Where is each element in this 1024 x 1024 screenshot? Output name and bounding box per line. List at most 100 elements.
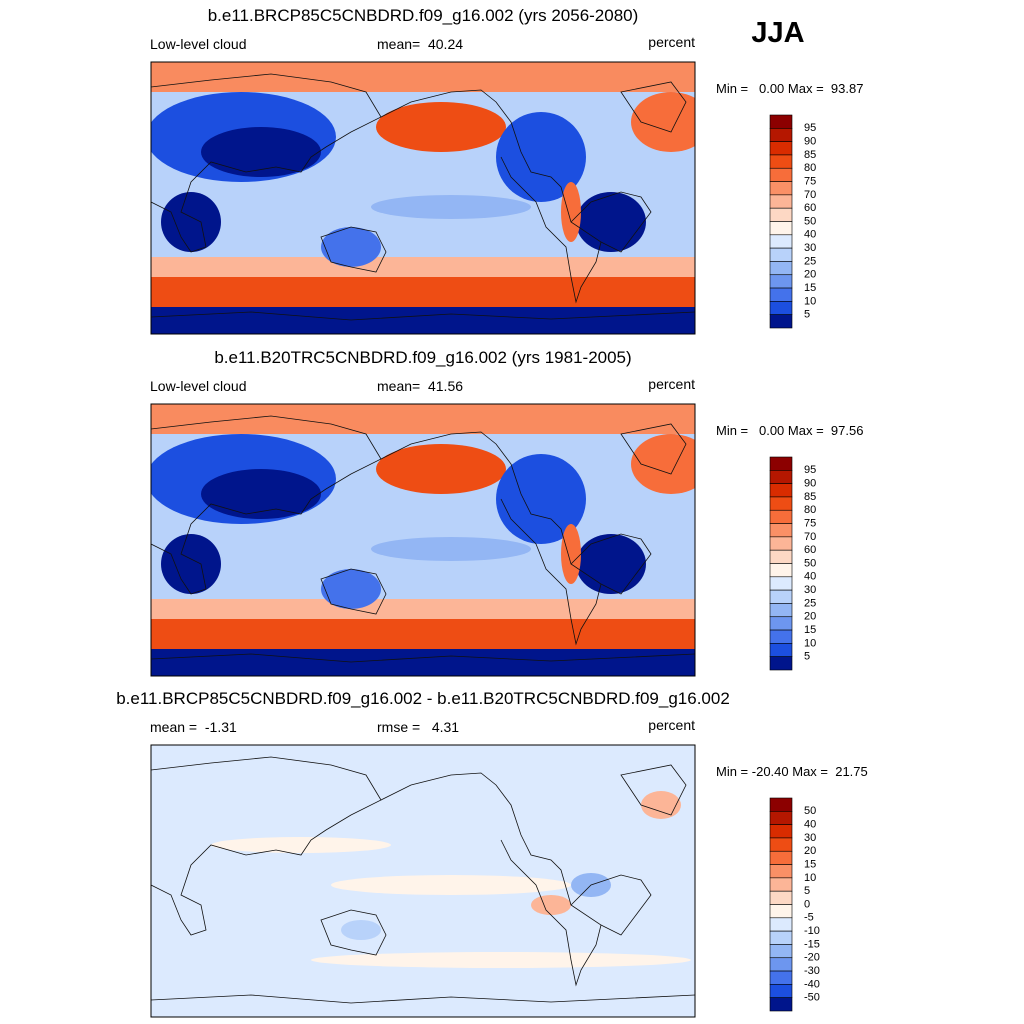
colorbar-box bbox=[769, 181, 793, 196]
center-label: mean= 41.56 bbox=[377, 378, 463, 394]
colorbar-box bbox=[769, 616, 793, 631]
colorbar-label: 15 bbox=[804, 282, 816, 294]
colorbar-box bbox=[769, 984, 793, 998]
colorbar-label: 80 bbox=[804, 504, 816, 516]
map bbox=[150, 61, 696, 335]
colorbar-box bbox=[769, 890, 793, 905]
colorbar-label: 20 bbox=[804, 269, 816, 281]
units-label: percent bbox=[648, 717, 695, 733]
colorbar-label: 10 bbox=[804, 637, 816, 649]
units-label: percent bbox=[648, 34, 695, 50]
units-label: percent bbox=[648, 376, 695, 392]
colorbar-box bbox=[769, 970, 793, 985]
colorbar-label: 40 bbox=[804, 571, 816, 583]
colorbar-label: 50 bbox=[804, 557, 816, 569]
colorbar-box bbox=[769, 128, 793, 142]
colorbar-label: 25 bbox=[804, 255, 816, 267]
colorbar-box bbox=[769, 114, 793, 129]
colorbar-label: 50 bbox=[804, 805, 816, 817]
colorbar-box bbox=[769, 234, 793, 249]
colorbar-box bbox=[769, 957, 793, 972]
colorbar-label: 30 bbox=[804, 832, 816, 844]
colorbar-box bbox=[769, 549, 793, 564]
colorbar-label: -30 bbox=[804, 965, 820, 977]
colorbar-label: 30 bbox=[804, 242, 816, 254]
colorbar-label: 25 bbox=[804, 597, 816, 609]
colorbar-box bbox=[769, 470, 793, 484]
colorbar-box bbox=[769, 563, 793, 578]
colorbar-box bbox=[769, 904, 793, 919]
colorbar-box bbox=[769, 483, 793, 498]
panel-title: b.e11.B20TRC5CNBDRD.f09_g16.002 (yrs 198… bbox=[214, 348, 631, 367]
colorbar-label: -20 bbox=[804, 952, 820, 964]
colorbar-box bbox=[769, 824, 793, 839]
colorbar-label: 5 bbox=[804, 651, 810, 663]
colorbar-box bbox=[769, 207, 793, 222]
colorbar-label: 20 bbox=[804, 611, 816, 623]
panel-title: b.e11.BRCP85C5CNBDRD.f09_g16.002 - b.e11… bbox=[116, 689, 730, 708]
colorbar-box bbox=[769, 523, 793, 538]
colorbar-label: 10 bbox=[804, 872, 816, 884]
colorbar-label: 70 bbox=[804, 189, 816, 201]
colorbar-box bbox=[769, 274, 793, 289]
colorbar-label: 60 bbox=[804, 544, 816, 556]
colorbar-label: 30 bbox=[804, 584, 816, 596]
colorbar-label: -5 bbox=[804, 912, 814, 924]
colorbar-box bbox=[769, 536, 793, 551]
colorbar-label: 70 bbox=[804, 531, 816, 543]
colorbar-box bbox=[769, 656, 793, 671]
colorbar-label: 0 bbox=[804, 898, 810, 910]
colorbar-label: 20 bbox=[804, 845, 816, 857]
season: JJA bbox=[751, 17, 804, 49]
colorbar-label: 15 bbox=[804, 858, 816, 870]
colorbar-box bbox=[769, 167, 793, 182]
colorbar-label: -50 bbox=[804, 992, 820, 1004]
colorbar-label: 85 bbox=[804, 491, 816, 503]
colorbar-box bbox=[769, 261, 793, 276]
colorbar-box bbox=[769, 944, 793, 959]
center-label: mean= 40.24 bbox=[377, 36, 463, 52]
colorbar-label: 90 bbox=[804, 478, 816, 490]
colorbar-label: -40 bbox=[804, 978, 820, 990]
colorbar-label: -10 bbox=[804, 925, 820, 937]
colorbar-box bbox=[769, 589, 793, 604]
colorbar-box bbox=[769, 576, 793, 591]
colorbar-label: 5 bbox=[804, 885, 810, 897]
colorbar-label: 40 bbox=[804, 819, 816, 831]
colorbar-box bbox=[769, 811, 793, 825]
colorbar-label: 75 bbox=[804, 175, 816, 187]
center-label: rmse = 4.31 bbox=[377, 719, 459, 735]
range-label: Min = -20.40 Max = 21.75 bbox=[716, 764, 868, 779]
left-label: Low-level cloud bbox=[150, 378, 247, 394]
colorbar-box bbox=[769, 629, 793, 644]
range-label: Min = 0.00 Max = 93.87 bbox=[716, 81, 863, 96]
colorbar-box bbox=[769, 877, 793, 892]
colorbar-box bbox=[769, 509, 793, 524]
colorbar-box bbox=[769, 837, 793, 852]
colorbar-box bbox=[769, 643, 793, 657]
colorbar-box bbox=[769, 221, 793, 236]
panel-title: b.e11.BRCP85C5CNBDRD.f09_g16.002 (yrs 20… bbox=[208, 6, 639, 25]
colorbar-box bbox=[769, 154, 793, 169]
colorbar-label: 10 bbox=[804, 295, 816, 307]
colorbar-box bbox=[769, 247, 793, 262]
range-label: Min = 0.00 Max = 97.56 bbox=[716, 423, 863, 438]
colorbar-box bbox=[769, 141, 793, 156]
colorbar-box bbox=[769, 287, 793, 302]
colorbar-label: 95 bbox=[804, 464, 816, 476]
colorbar-label: 15 bbox=[804, 624, 816, 636]
colorbar-box bbox=[769, 456, 793, 471]
colorbar-box bbox=[769, 917, 793, 932]
colorbar-box bbox=[769, 864, 793, 879]
left-label: mean = -1.31 bbox=[150, 719, 237, 735]
colorbar-label: 90 bbox=[804, 136, 816, 148]
colorbar-box bbox=[769, 496, 793, 511]
colorbar-label: 85 bbox=[804, 149, 816, 161]
map bbox=[150, 744, 696, 1018]
colorbar-label: 75 bbox=[804, 517, 816, 529]
colorbar-box bbox=[769, 850, 793, 865]
colorbar-box bbox=[769, 301, 793, 315]
colorbar-label: 50 bbox=[804, 215, 816, 227]
map bbox=[150, 403, 696, 677]
